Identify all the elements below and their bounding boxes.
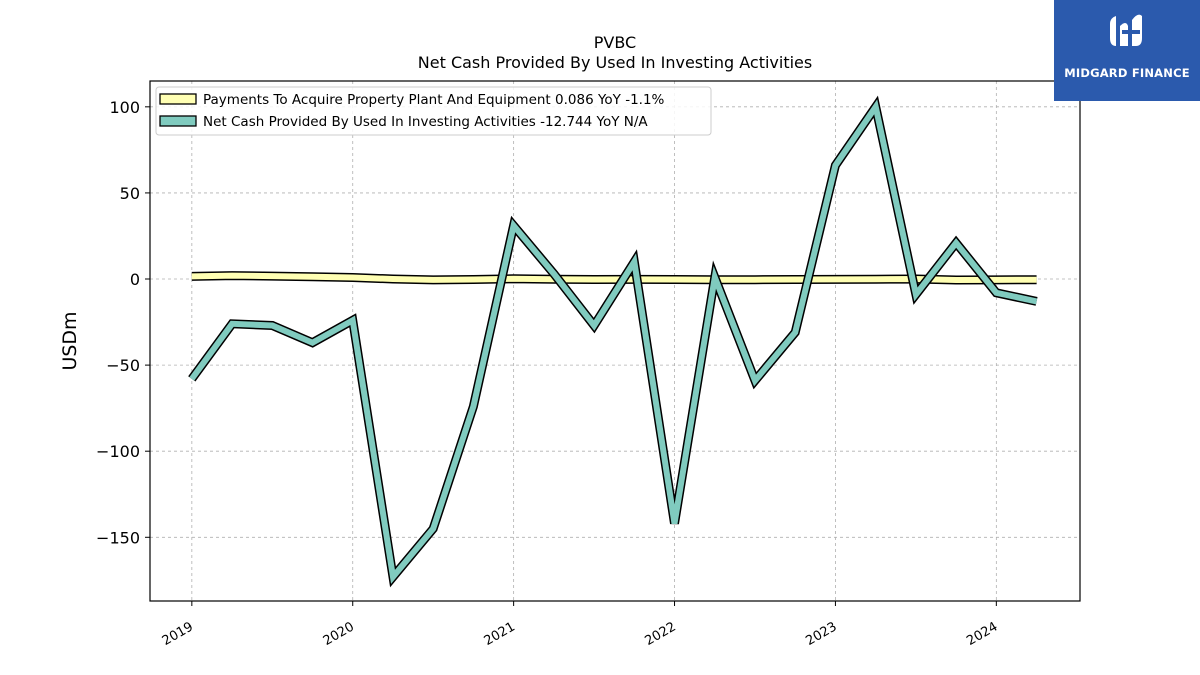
y-tick-label: −100 <box>96 442 140 461</box>
legend-swatch-capex <box>159 93 197 105</box>
plot-frame <box>149 80 1081 602</box>
series-line-1 <box>189 99 1038 584</box>
x-tick-label: 2019 <box>160 619 196 649</box>
legend-label-capex: Payments To Acquire Property Plant And E… <box>203 92 665 108</box>
x-tick-label: 2023 <box>803 619 839 649</box>
tick-layer: 100 50 0 −50 −100 −150 2019 2020 2021 2022 2023 202… <box>96 98 1000 649</box>
legend: Payments To Acquire Property Plant And E… <box>155 86 712 136</box>
chart-title: PVBC <box>594 33 636 52</box>
x-tick-label: 2022 <box>643 619 679 649</box>
y-tick-label: 100 <box>109 98 140 117</box>
legend-label-net-investing: Net Cash Provided By Used In Investing A… <box>203 114 648 130</box>
y-axis-label: USDm <box>59 311 81 370</box>
legend-swatch-net-investing <box>159 115 197 127</box>
series-layer <box>188 95 1038 588</box>
y-tick-label: 0 <box>130 270 140 289</box>
x-tick-label: 2020 <box>321 619 357 649</box>
x-tick-label: 2024 <box>964 619 1000 649</box>
y-tick-label: −150 <box>96 528 140 547</box>
series-line-0 <box>191 272 1037 284</box>
x-tick-label: 2021 <box>482 619 518 649</box>
y-tick-label: −50 <box>106 356 140 375</box>
midgard-finance-logo: MIDGARD FINANCE <box>1054 0 1200 101</box>
logo-text: MIDGARD FINANCE <box>1064 66 1190 80</box>
chart-subtitle: Net Cash Provided By Used In Investing A… <box>418 53 812 72</box>
y-tick-label: 50 <box>120 184 140 203</box>
midgard-logo-icon <box>1110 14 1142 46</box>
grid <box>150 81 1080 601</box>
legend-frame <box>155 86 712 136</box>
